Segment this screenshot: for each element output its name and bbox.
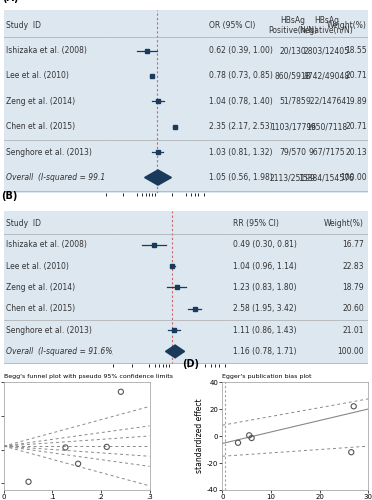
Text: 1.11 (0.86, 1.43): 1.11 (0.86, 1.43) [232, 326, 296, 334]
Text: Lee et al. (2010): Lee et al. (2010) [6, 262, 69, 270]
Text: 1.23 (0.83, 1.80): 1.23 (0.83, 1.80) [232, 283, 296, 292]
Text: 0.78 (0.73, 0.85): 0.78 (0.73, 0.85) [209, 72, 273, 80]
Text: 19.89: 19.89 [345, 97, 367, 106]
Text: Weight(%): Weight(%) [324, 219, 364, 228]
Text: 51/785: 51/785 [279, 97, 306, 106]
Text: Lee et al. (2010): Lee et al. (2010) [6, 72, 69, 80]
Text: 1.03 (0.81, 1.32): 1.03 (0.81, 1.32) [209, 148, 273, 156]
Text: Begg's funnel plot with pseudo 95% confidence limits: Begg's funnel plot with pseudo 95% confi… [4, 374, 173, 379]
Text: 18.79: 18.79 [343, 283, 364, 292]
Text: 1103/17796: 1103/17796 [270, 122, 316, 132]
Text: Chen et al. (2015): Chen et al. (2015) [6, 122, 75, 132]
Text: 1950/7118: 1950/7118 [306, 122, 347, 132]
Text: Chen et al. (2015): Chen et al. (2015) [6, 304, 75, 313]
Text: 18.55: 18.55 [345, 46, 367, 55]
Point [248, 434, 254, 442]
Text: 2.35 (2.17, 2.53): 2.35 (2.17, 2.53) [209, 122, 273, 132]
Text: 100.00: 100.00 [337, 347, 364, 356]
Text: Overall  (I-squared = 99.1%, p = 0.000): Overall (I-squared = 99.1%, p = 0.000) [6, 173, 158, 182]
Text: 2.58 (1.95, 3.42): 2.58 (1.95, 3.42) [232, 304, 296, 313]
Point [246, 432, 252, 440]
Text: HBsAg
Negative(n/N): HBsAg Negative(n/N) [300, 16, 353, 34]
Text: 1.04 (0.78, 1.40): 1.04 (0.78, 1.40) [209, 97, 273, 106]
Text: RR (95% CI): RR (95% CI) [232, 219, 278, 228]
Text: 20.60: 20.60 [342, 304, 364, 313]
Point [348, 448, 354, 456]
Text: (D): (D) [182, 359, 199, 369]
Point [118, 388, 124, 396]
Text: 0.62 (0.39, 1.00): 0.62 (0.39, 1.00) [209, 46, 273, 55]
Text: 1.16 (0.78, 1.71): 1.16 (0.78, 1.71) [232, 347, 296, 356]
Point [235, 439, 241, 447]
Text: Overall  (I-squared = 91.6%, p = 0.000): Overall (I-squared = 91.6%, p = 0.000) [6, 347, 158, 356]
Text: Ishizaka et al. (2008): Ishizaka et al. (2008) [6, 46, 87, 55]
Polygon shape [145, 170, 171, 185]
Y-axis label: standardized effect: standardized effect [195, 398, 204, 473]
Text: (B): (B) [1, 192, 18, 202]
Text: 20.71: 20.71 [345, 122, 367, 132]
Text: 1.04 (0.96, 1.14): 1.04 (0.96, 1.14) [232, 262, 296, 270]
Text: Study  ID: Study ID [6, 20, 41, 30]
Text: 79/570: 79/570 [279, 148, 307, 156]
Text: 20.71: 20.71 [345, 72, 367, 80]
Text: Ishizaka et al. (2008): Ishizaka et al. (2008) [6, 240, 87, 249]
Text: 100.00: 100.00 [340, 173, 367, 182]
Text: 21.01: 21.01 [343, 326, 364, 334]
Polygon shape [166, 345, 185, 358]
Text: 16.77: 16.77 [342, 240, 364, 249]
Text: Zeng et al. (2014): Zeng et al. (2014) [6, 283, 75, 292]
Text: 922/14764: 922/14764 [306, 97, 347, 106]
Text: HBsAg
Positive(n/N): HBsAg Positive(n/N) [268, 16, 317, 34]
Text: 0.49 (0.30, 0.81): 0.49 (0.30, 0.81) [232, 240, 296, 249]
Point [104, 443, 110, 451]
Text: 15384/154576: 15384/154576 [299, 173, 355, 182]
Text: 967/7175: 967/7175 [308, 148, 345, 156]
Text: 20.13: 20.13 [345, 148, 367, 156]
Text: Egger's publication bias plot: Egger's publication bias plot [222, 374, 312, 379]
Text: 8742/49048: 8742/49048 [304, 72, 350, 80]
Text: OR (95% CI): OR (95% CI) [209, 20, 256, 30]
Point [351, 402, 357, 410]
Text: Senghore et al. (2013): Senghore et al. (2013) [6, 326, 92, 334]
Text: 2803/12405: 2803/12405 [304, 46, 350, 55]
Text: 2113/25199: 2113/25199 [270, 173, 316, 182]
Point [62, 444, 68, 452]
Text: Weight(%): Weight(%) [327, 20, 367, 30]
Text: Study  ID: Study ID [6, 219, 41, 228]
Text: 22.83: 22.83 [343, 262, 364, 270]
Text: 860/5918: 860/5918 [275, 72, 311, 80]
Text: (A): (A) [2, 0, 18, 2]
Point [75, 460, 81, 468]
Text: Senghore et al. (2013): Senghore et al. (2013) [6, 148, 92, 156]
Text: 20/130: 20/130 [279, 46, 306, 55]
Point [26, 478, 32, 486]
Text: 1.05 (0.56, 1.98): 1.05 (0.56, 1.98) [209, 173, 273, 182]
Text: Zeng et al. (2014): Zeng et al. (2014) [6, 97, 75, 106]
